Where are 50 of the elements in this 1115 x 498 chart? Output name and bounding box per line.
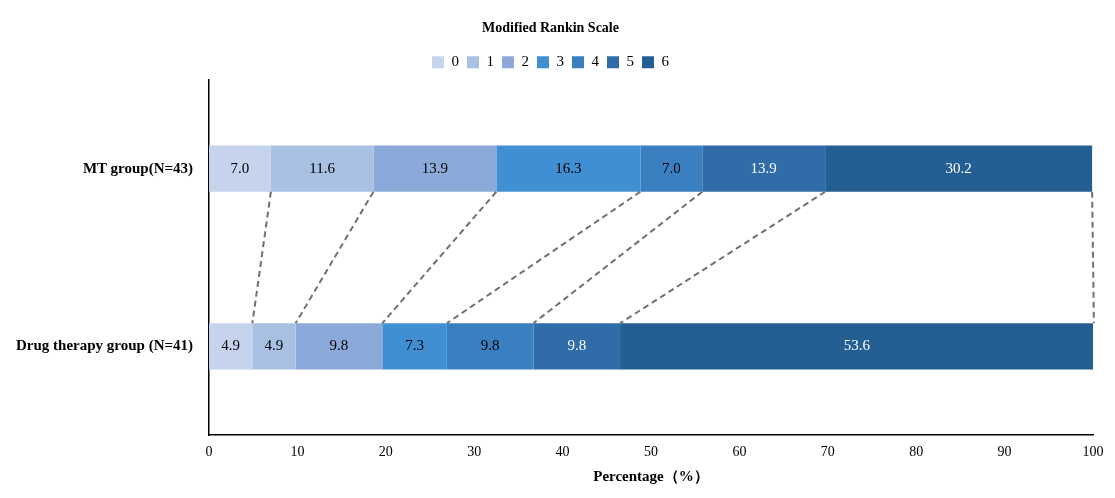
data-label: 9.8: [480, 337, 500, 354]
data-label: 11.6: [309, 159, 336, 176]
data-label: 4.9: [264, 337, 284, 354]
data-label: 7.0: [661, 159, 681, 176]
bar: [252, 323, 296, 370]
bar: [620, 323, 1093, 370]
chart-title: Modified Rankin Scale: [482, 20, 619, 36]
data-label: 9.8: [329, 337, 349, 354]
legend-label: 4: [591, 53, 600, 70]
data-label: 9.8: [567, 337, 587, 354]
x-tick-label: 90: [997, 444, 1012, 460]
legend-label: 6: [661, 53, 670, 70]
legend-label: 5: [626, 53, 634, 70]
data-label: 53.6: [843, 337, 871, 354]
x-axis-title: Percentage（%）: [593, 467, 709, 484]
data-label: 13.9: [750, 159, 777, 176]
x-tick-label: 80: [909, 444, 924, 460]
bar: [373, 145, 497, 192]
data-label: 30.2: [945, 159, 972, 176]
bar: [295, 323, 383, 370]
bar: [270, 145, 374, 192]
data-label: 7.3: [405, 337, 424, 354]
bar: [825, 145, 1093, 192]
bar: [533, 323, 621, 370]
bar: [446, 323, 534, 370]
x-tick-label: 60: [732, 444, 747, 460]
bar: [496, 145, 641, 192]
data-label: 4.9: [221, 337, 241, 354]
x-tick-label: 0: [205, 444, 213, 460]
bar: [702, 145, 826, 192]
bar: [209, 323, 253, 370]
x-tick-label: 40: [555, 444, 570, 460]
legend-label: 1: [486, 53, 494, 70]
data-label: 16.3: [555, 159, 582, 176]
data-label: 7.0: [230, 159, 250, 176]
x-tick-label: 50: [644, 444, 659, 460]
x-tick-label: 30: [467, 444, 482, 460]
legend-label: 2: [521, 53, 529, 70]
legend-label: 3: [556, 53, 564, 70]
bar: [640, 145, 703, 192]
bar: [209, 145, 271, 192]
legend-label: 0: [451, 53, 459, 70]
x-tick-label: 10: [290, 444, 305, 460]
x-tick-label: 70: [820, 444, 835, 460]
x-tick-label: 100: [1082, 444, 1104, 460]
x-tick-label: 20: [378, 444, 393, 460]
y-tick-label: MT group(N=43): [82, 159, 194, 177]
y-tick-label: Drug therapy group (N=41): [15, 337, 194, 355]
data-label: 13.9: [421, 159, 448, 176]
bar: [382, 323, 447, 370]
